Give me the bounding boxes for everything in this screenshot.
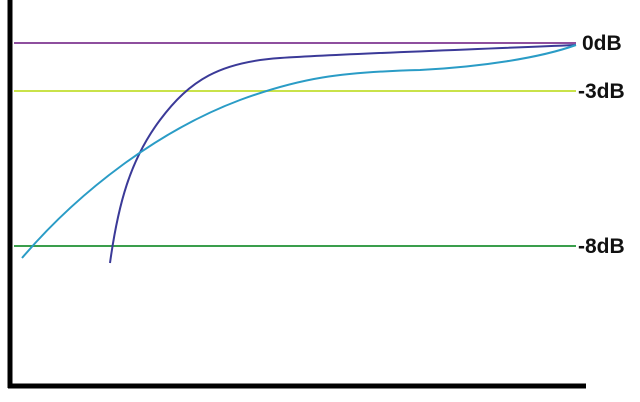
curve-gradual — [21, 44, 577, 259]
label-0db: 0dB — [582, 32, 622, 55]
curve-steep — [109, 44, 577, 264]
label-minus-8db: -8dB — [578, 235, 625, 258]
label-minus-3db: -3dB — [578, 80, 625, 103]
